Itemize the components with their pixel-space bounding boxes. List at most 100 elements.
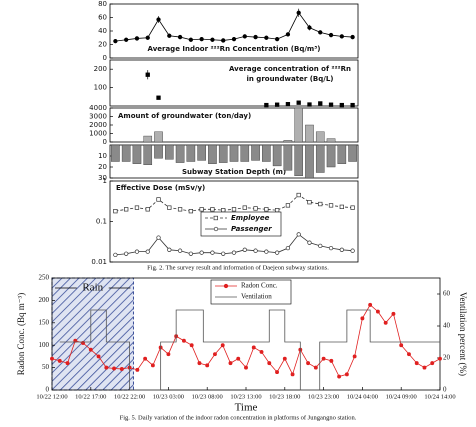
bar bbox=[218, 144, 228, 163]
y-tick-label: 4000 bbox=[89, 104, 107, 112]
marker bbox=[285, 245, 291, 251]
y-tick-label: 40 bbox=[98, 27, 107, 35]
bar bbox=[326, 144, 336, 168]
y-tick-label: 1000 bbox=[89, 130, 107, 138]
marker bbox=[210, 207, 215, 212]
caption: Fig. 5. Daily variation of the indoor ra… bbox=[120, 414, 357, 421]
marker bbox=[210, 37, 215, 42]
y-tick-label: 60 bbox=[98, 14, 107, 22]
y-tick-label: 200 bbox=[94, 65, 107, 73]
y2-tick-label: 0 bbox=[443, 386, 447, 394]
legend-label: Ventilation bbox=[241, 293, 272, 301]
marker bbox=[274, 208, 280, 213]
marker bbox=[57, 358, 62, 363]
marker bbox=[296, 100, 301, 105]
marker bbox=[113, 209, 118, 214]
bar bbox=[305, 144, 314, 179]
marker bbox=[199, 36, 204, 42]
marker bbox=[199, 250, 204, 255]
marker bbox=[318, 201, 323, 207]
marker bbox=[96, 354, 101, 359]
marker bbox=[253, 34, 258, 40]
marker bbox=[438, 356, 442, 361]
marker bbox=[134, 205, 140, 210]
marker bbox=[328, 203, 334, 208]
bar bbox=[294, 144, 303, 176]
y-tick-label: 50 bbox=[42, 363, 50, 371]
marker bbox=[328, 102, 334, 107]
marker bbox=[242, 34, 247, 39]
marker bbox=[285, 102, 291, 107]
panel-title: in groundwater (Bq/L) bbox=[246, 75, 333, 83]
marker bbox=[134, 36, 140, 41]
bar bbox=[111, 144, 120, 162]
marker bbox=[329, 358, 334, 363]
marker bbox=[189, 343, 194, 348]
marker bbox=[350, 205, 355, 210]
bar bbox=[229, 144, 239, 162]
marker bbox=[188, 251, 194, 256]
marker bbox=[318, 243, 323, 249]
y-tick-label: 20 bbox=[98, 41, 107, 49]
bar bbox=[262, 144, 271, 162]
marker bbox=[231, 250, 237, 255]
x-tick-label: 10/22 12:00 bbox=[36, 393, 67, 400]
marker bbox=[134, 249, 140, 254]
y-tick-label: 1 bbox=[103, 177, 107, 185]
marker bbox=[166, 352, 171, 357]
y-tick-label: 80 bbox=[98, 0, 107, 8]
marker bbox=[113, 252, 118, 258]
marker bbox=[290, 372, 295, 377]
marker bbox=[181, 338, 186, 343]
marker bbox=[156, 17, 161, 22]
marker bbox=[156, 235, 161, 240]
marker bbox=[274, 36, 280, 42]
x-tick-label: 10/23 08:00 bbox=[192, 393, 223, 400]
marker bbox=[274, 250, 280, 255]
marker bbox=[337, 374, 342, 379]
bar bbox=[240, 144, 250, 162]
marker bbox=[422, 365, 427, 370]
marker bbox=[167, 247, 172, 252]
y-tick-label: 30 bbox=[98, 174, 107, 182]
bar bbox=[283, 140, 293, 143]
bar bbox=[197, 144, 206, 161]
x-tick-label: 10/23 23:00 bbox=[308, 393, 339, 400]
marker bbox=[399, 343, 404, 348]
marker bbox=[236, 356, 241, 361]
marker bbox=[383, 320, 388, 325]
marker bbox=[328, 245, 334, 251]
marker bbox=[306, 361, 311, 366]
marker bbox=[231, 36, 237, 42]
y-tick-label: 100 bbox=[94, 84, 107, 92]
marker bbox=[368, 302, 373, 307]
panel-title: Average Indoor ²²²Rn Concentration (Bq/m… bbox=[148, 45, 321, 53]
marker bbox=[156, 197, 161, 202]
marker bbox=[113, 38, 118, 44]
y-tick-label: 3000 bbox=[89, 113, 107, 121]
y-tick-label: 20 bbox=[98, 163, 107, 171]
marker bbox=[352, 354, 357, 359]
marker bbox=[339, 34, 344, 39]
y-axis-label: Radon Conc. (Bq m⁻³) bbox=[16, 293, 26, 375]
bar bbox=[326, 138, 336, 143]
bar bbox=[154, 144, 163, 159]
bar bbox=[305, 124, 314, 143]
y-tick-label: 0.01 bbox=[91, 258, 107, 266]
rain-area bbox=[51, 277, 134, 391]
marker bbox=[112, 366, 117, 371]
panel-title: Effective Dose (mSv/y) bbox=[116, 184, 205, 192]
marker bbox=[296, 10, 301, 15]
marker bbox=[318, 101, 323, 106]
marker bbox=[275, 370, 279, 375]
panel-title: Subway Station Depth (m) bbox=[182, 168, 286, 176]
marker bbox=[285, 203, 291, 208]
marker bbox=[221, 208, 226, 213]
marker bbox=[344, 372, 349, 377]
marker bbox=[407, 352, 411, 357]
marker bbox=[328, 32, 334, 38]
bar bbox=[208, 144, 217, 164]
marker bbox=[88, 347, 93, 352]
marker bbox=[264, 207, 269, 212]
